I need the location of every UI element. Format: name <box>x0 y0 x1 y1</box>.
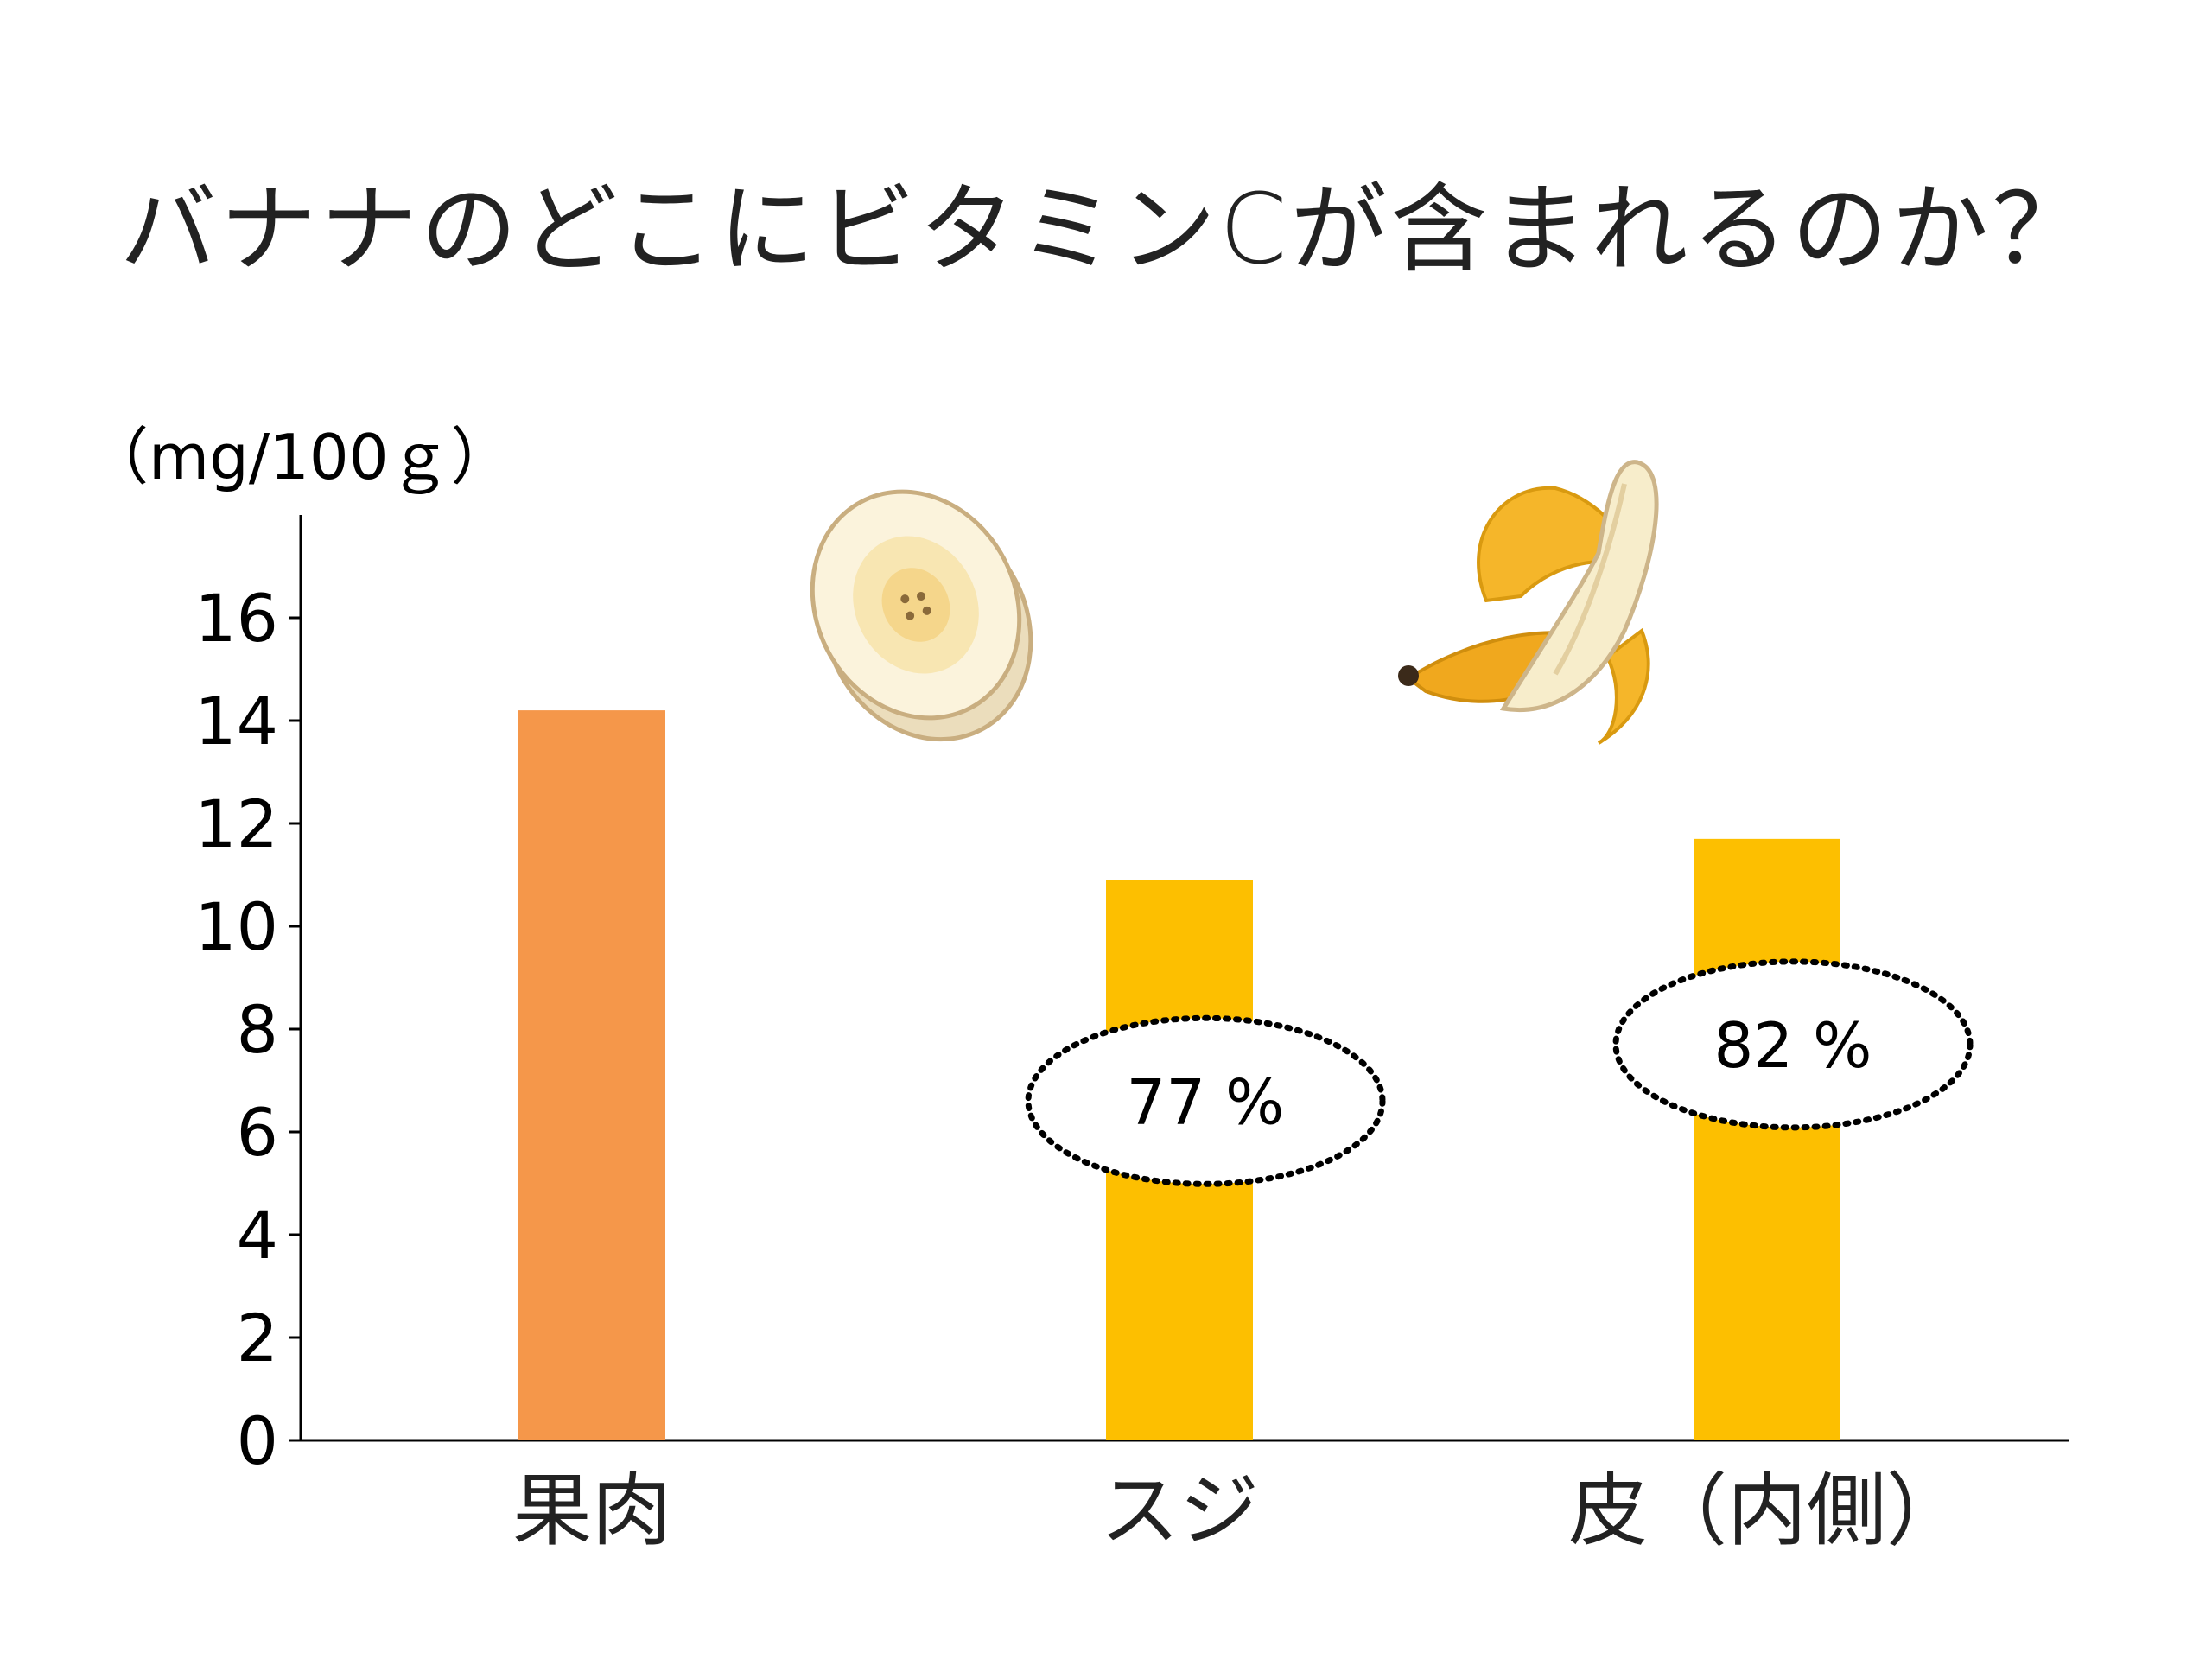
x-category-label: 果肉 <box>512 1465 671 1557</box>
annotation-label: 82 % <box>1714 1009 1872 1082</box>
y-tick-label: 16 <box>194 580 278 657</box>
y-tick-label: 4 <box>237 1197 278 1274</box>
y-tick-label: 14 <box>194 683 278 760</box>
annotation-ellipse <box>1025 1014 1386 1187</box>
y-tick-label: 8 <box>237 991 278 1068</box>
y-tick-label: 12 <box>194 785 278 862</box>
y-tick-label: 10 <box>194 888 278 965</box>
chart-title: バナナのどこにビタミンCが含まれるのか？ <box>119 174 2093 286</box>
y-tick-label: 0 <box>237 1402 278 1479</box>
y-axis-unit-label: （mg/100ｇ） <box>86 421 513 493</box>
banana-slice-icon <box>810 489 1033 742</box>
y-tick-label: 2 <box>237 1300 278 1376</box>
chart-annotations: 77 % 82 % <box>1025 958 1974 1187</box>
annotation-label: 77 % <box>1127 1065 1285 1138</box>
peeled-banana-icon <box>1398 460 1659 745</box>
bar <box>518 710 665 1440</box>
x-category-label: 皮（内側） <box>1568 1465 1966 1557</box>
chart-axes: 0 2 4 6 8 10 12 14 16 <box>194 515 2069 1479</box>
bar <box>1694 838 1840 1440</box>
x-category-label: スジ <box>1100 1465 1259 1557</box>
y-tick-label: 6 <box>237 1094 278 1171</box>
annotation-ellipse <box>1612 958 1974 1131</box>
